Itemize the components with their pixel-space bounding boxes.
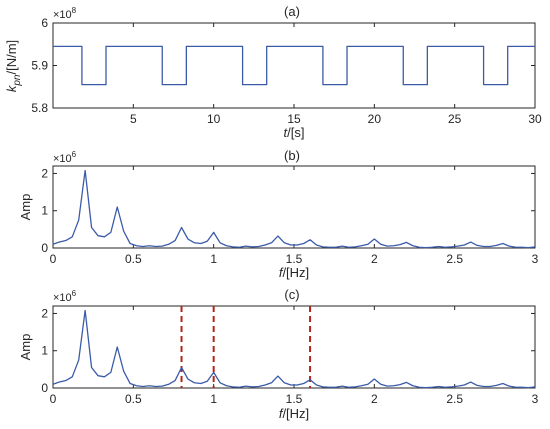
panel-b-xticks: 0 0.5 1 1.5 2 2.5 3	[50, 166, 539, 266]
panel-b-xtick-label: 1	[210, 252, 217, 266]
panel-a-xlabel: t/[s]	[284, 125, 305, 140]
panel-a-exponent: ×108	[53, 6, 77, 21]
panel-b-ylabel: Amp	[18, 194, 33, 221]
panel-c-xlabel: f/[Hz]	[279, 406, 309, 421]
panel-a-xtick-label: 5	[130, 112, 137, 126]
panel-a-ytick-label: 6	[41, 16, 48, 30]
panel-c-xtick-label: 3	[532, 392, 539, 406]
panel-a: (a) ×108 5.8 5.9 6 5 10 15 20 25 30 t/[s] kpn/[…	[4, 4, 542, 140]
panel-c-xtick-label: 2.5	[446, 392, 463, 406]
panel-a-ylabel: kpn/[N/m]	[4, 40, 23, 92]
panel-a-title: (a)	[284, 4, 300, 19]
panel-b-ytick-label: 0	[41, 241, 48, 255]
panel-a-xtick-label: 10	[207, 112, 221, 126]
panel-b-ytick-label: 1	[41, 204, 48, 218]
panel-a-xtick-label: 30	[528, 112, 542, 126]
panel-c-xtick-label: 0	[50, 392, 57, 406]
panel-c-yticks: 0 1 2	[41, 306, 535, 395]
panel-b-xtick-label: 3	[532, 252, 539, 266]
panel-c-ytick-label: 0	[41, 381, 48, 395]
panel-b-series-line	[52, 169, 536, 249]
panel-b-xtick-label: 0.5	[125, 252, 142, 266]
panel-c-ytick-label: 2	[41, 306, 48, 320]
panel-c-ytick-label: 1	[41, 344, 48, 358]
panel-b-ytick-label: 2	[41, 166, 48, 180]
panel-a-xticks: 5 10 15 20 25 30	[130, 23, 542, 126]
panel-a-xtick-label: 20	[368, 112, 382, 126]
panel-c-series-line	[52, 309, 536, 389]
panel-a-ytick-label: 5.8	[31, 101, 48, 115]
panel-a-xtick-label: 15	[287, 112, 301, 126]
panel-b-exponent: ×106	[53, 150, 77, 165]
panel-c-xtick-label: 2	[371, 392, 378, 406]
panel-b-xtick-label: 0	[50, 252, 57, 266]
panel-c-title: (c)	[284, 287, 299, 302]
panel-a-yticks: 5.8 5.9 6	[31, 16, 535, 115]
panel-c-xtick-label: 0.5	[125, 392, 142, 406]
panel-c-marker-lines	[180, 306, 312, 388]
panel-b-xlabel: f/[Hz]	[279, 265, 309, 280]
panel-c-ylabel: Amp	[18, 334, 33, 361]
panel-b-xtick-label: 1.5	[286, 252, 303, 266]
panel-a-ytick-label: 5.9	[31, 59, 48, 73]
panel-c-exponent: ×106	[53, 289, 77, 304]
panel-c-xticks: 0 0.5 1 1.5 2 2.5 3	[50, 306, 539, 406]
panel-b-title: (b)	[284, 148, 300, 163]
panel-c: (c) ×106 0 1 2 0 0.5 1 1.5 2 2.5 3 f/[Hz] Amp	[18, 287, 539, 421]
panel-c-xtick-label: 1	[210, 392, 217, 406]
panel-a-axes-box	[52, 22, 536, 109]
panel-b-xtick-label: 2	[371, 252, 378, 266]
panel-b: (b) ×106 0 1 2 0 0.5 1 1.5 2 2.5 3 f/[Hz] Amp	[18, 148, 539, 280]
panel-a-series-line	[53, 45, 535, 86]
panel-c-xtick-label: 1.5	[286, 392, 303, 406]
panel-b-xtick-label: 2.5	[446, 252, 463, 266]
panel-a-xtick-label: 25	[448, 112, 462, 126]
panel-b-yticks: 0 1 2	[41, 166, 535, 255]
